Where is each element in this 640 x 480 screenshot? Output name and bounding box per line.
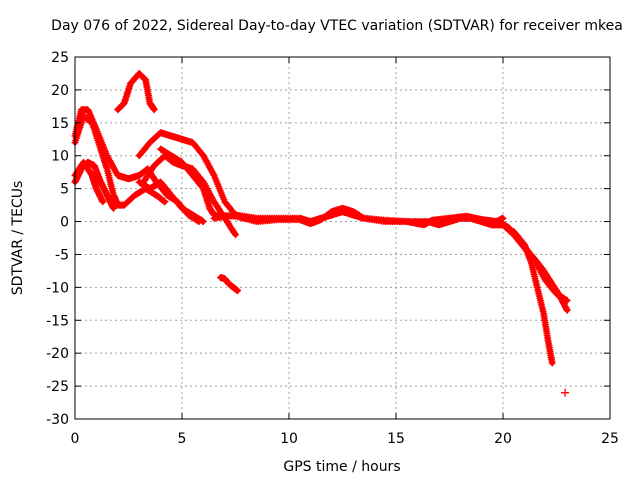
x-axis-label: GPS time / hours	[283, 459, 400, 475]
plus-marker	[561, 388, 570, 397]
x-tick-label: 5	[178, 431, 187, 447]
plus-markers	[157, 145, 218, 219]
x-tick-label: 0	[71, 431, 80, 447]
series-arc-8	[135, 178, 207, 225]
x-tick-label: 10	[280, 431, 298, 447]
plus-markers	[135, 178, 207, 225]
plus-markers	[217, 274, 242, 295]
plus-markers	[510, 227, 556, 367]
y-tick-label: -25	[46, 379, 69, 395]
series-arc-10	[217, 274, 242, 295]
grid	[75, 57, 610, 419]
series-arc-15	[510, 227, 556, 367]
y-tick-label: -5	[55, 247, 69, 263]
y-tick-label: 25	[51, 50, 69, 66]
plus-markers	[114, 70, 158, 114]
y-axis-label: SDTVAR / TECUs	[10, 181, 26, 296]
x-tick-label: 15	[387, 431, 405, 447]
x-tick-label: 25	[601, 431, 619, 447]
series-arc-12	[210, 204, 507, 229]
y-tick-label: 10	[51, 149, 69, 165]
y-tick-label: -30	[46, 412, 69, 428]
y-tick-label: -10	[46, 280, 69, 296]
y-tick-label: 0	[60, 215, 69, 231]
x-tick-label: 20	[494, 431, 512, 447]
series-arc-5	[114, 70, 158, 114]
y-tick-label: -20	[46, 346, 69, 362]
y-tick-label: -15	[46, 313, 69, 329]
data-series	[71, 70, 571, 397]
y-tick-label: 5	[60, 182, 69, 198]
plot-frame	[74, 56, 611, 420]
axis-ticks: 0 5 10 15 20 25 25 20 15 10 5 0 -5 -10 -15 -20 -25 -30	[46, 50, 619, 447]
chart-title: Day 076 of 2022, Sidereal Day-to-day VTE…	[51, 18, 623, 34]
y-tick-label: 20	[51, 83, 69, 99]
y-tick-label: 15	[51, 116, 69, 132]
series-arc-9	[157, 145, 218, 219]
series-arc-16	[561, 388, 570, 397]
